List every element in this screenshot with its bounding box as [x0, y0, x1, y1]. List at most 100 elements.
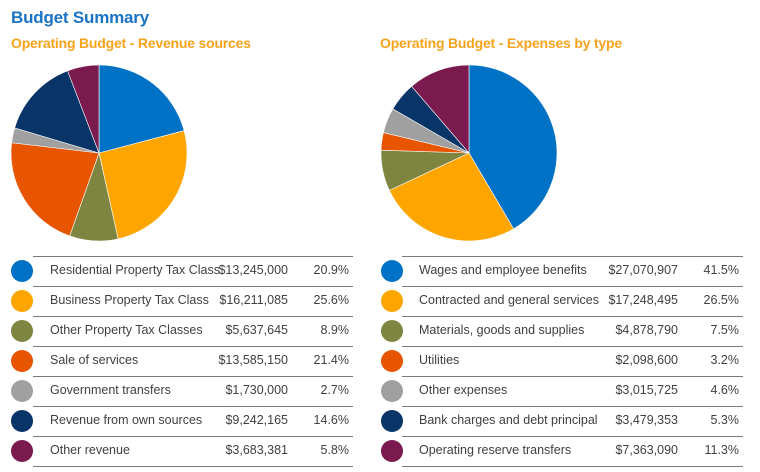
revenue-pie-chart	[10, 64, 188, 242]
revenue-legend-table: Residential Property Tax Class $13,245,00…	[0, 256, 353, 467]
legend-swatch-icon	[381, 350, 403, 372]
row-divider	[402, 376, 743, 377]
legend-swatch-icon	[381, 260, 403, 282]
legend-label: Other Property Tax Classes	[50, 323, 203, 337]
expenses-legend-row: Bank charges and debt principal $3,479,35…	[370, 406, 743, 436]
legend-percent: 4.6%	[710, 383, 740, 397]
row-divider	[402, 286, 743, 287]
legend-percent: 2.7%	[320, 383, 350, 397]
revenue-legend-row: Revenue from own sources $9,242,165 14.6%	[0, 406, 353, 436]
revenue-slice-2	[98, 130, 188, 240]
expenses-legend-row: Utilities $2,098,600 3.2%	[370, 346, 743, 376]
expenses-legend-row: Wages and employee benefits $27,070,907 41…	[370, 256, 743, 286]
row-divider	[33, 436, 353, 437]
revenue-legend-row: Residential Property Tax Class $13,245,00…	[0, 256, 353, 286]
row-divider	[402, 256, 743, 257]
row-divider	[402, 346, 743, 347]
revenue-slice-6	[14, 70, 100, 154]
legend-amount: $3,015,725	[615, 383, 678, 397]
legend-swatch-icon	[11, 290, 33, 312]
legend-label: Operating reserve transfers	[419, 443, 572, 457]
legend-percent: 41.5%	[703, 263, 739, 277]
legend-label: Government transfers	[50, 383, 171, 397]
expenses-pie-chart	[380, 64, 558, 242]
expenses-legend-row: Operating reserve transfers $7,363,090 11.…	[370, 436, 743, 467]
revenue-legend-row: Other Property Tax Classes $5,637,645 8.9%	[0, 316, 353, 346]
legend-label: Materials, goods and supplies	[419, 323, 585, 337]
expenses-legend-row: Other expenses $3,015,725 4.6%	[370, 376, 743, 406]
legend-label: Business Property Tax Class	[50, 293, 209, 307]
legend-amount: $13,585,150	[218, 353, 288, 367]
legend-swatch-icon	[11, 380, 33, 402]
legend-swatch-icon	[11, 320, 33, 342]
legend-amount: $13,245,000	[218, 263, 288, 277]
expenses-legend-row: Contracted and general services $17,248,4…	[370, 286, 743, 316]
legend-percent: 21.4%	[313, 353, 349, 367]
revenue-legend-row: Business Property Tax Class $16,211,085 25…	[0, 286, 353, 316]
legend-swatch-icon	[11, 440, 33, 462]
legend-percent: 11.3%	[704, 443, 739, 457]
legend-percent: 5.3%	[710, 413, 740, 427]
legend-amount: $2,098,600	[615, 353, 678, 367]
legend-swatch-icon	[381, 380, 403, 402]
legend-label: Revenue from own sources	[50, 413, 203, 427]
expenses-slice-1	[468, 64, 558, 230]
legend-amount: $3,479,353	[615, 413, 678, 427]
legend-percent: 8.9%	[320, 323, 350, 337]
legend-percent: 7.5%	[710, 323, 740, 337]
legend-label: Residential Property Tax Class	[50, 263, 220, 277]
legend-label: Utilities	[419, 353, 460, 367]
legend-swatch-icon	[11, 350, 33, 372]
legend-swatch-icon	[381, 290, 403, 312]
legend-amount: $17,248,495	[608, 293, 678, 307]
row-divider	[402, 466, 743, 467]
expenses-legend-table: Wages and employee benefits $27,070,907 41…	[370, 256, 743, 467]
row-divider	[33, 376, 353, 377]
revenue-legend-row: Government transfers $1,730,000 2.7%	[0, 376, 353, 406]
row-divider	[402, 406, 743, 407]
row-divider	[33, 406, 353, 407]
row-divider	[33, 346, 353, 347]
legend-amount: $9,242,165	[225, 413, 288, 427]
legend-swatch-icon	[381, 440, 403, 462]
legend-swatch-icon	[11, 260, 33, 282]
legend-percent: 14.6%	[313, 413, 349, 427]
legend-swatch-icon	[11, 410, 33, 432]
row-divider	[33, 466, 353, 467]
expenses-legend-row: Materials, goods and supplies $4,878,790 7…	[370, 316, 743, 346]
revenue-slice-1	[98, 64, 185, 154]
legend-percent: 20.9%	[313, 263, 349, 277]
legend-label: Bank charges and debt principal	[419, 413, 598, 427]
legend-amount: $1,730,000	[225, 383, 288, 397]
row-divider	[402, 316, 743, 317]
legend-amount: $16,211,085	[219, 293, 288, 307]
legend-label: Wages and employee benefits	[419, 263, 587, 277]
legend-percent: 26.5%	[703, 293, 739, 307]
legend-label: Other revenue	[50, 443, 130, 457]
legend-amount: $7,363,090	[615, 443, 678, 457]
legend-percent: 3.2%	[710, 353, 740, 367]
legend-percent: 25.6%	[313, 293, 349, 307]
legend-swatch-icon	[381, 320, 403, 342]
revenue-legend-row: Other revenue $3,683,381 5.8%	[0, 436, 353, 467]
legend-amount: $4,878,790	[615, 323, 678, 337]
expenses-slice-2	[388, 152, 514, 242]
row-divider	[402, 436, 743, 437]
expenses-chart-title: Operating Budget - Expenses by type	[380, 35, 622, 51]
expenses-slice-7	[411, 64, 470, 154]
legend-label: Sale of services	[50, 353, 139, 367]
revenue-slice-7	[67, 64, 100, 154]
page-title: Budget Summary	[11, 8, 149, 27]
revenue-chart-title: Operating Budget - Revenue sources	[11, 35, 251, 51]
legend-swatch-icon	[381, 410, 403, 432]
legend-label: Contracted and general services	[419, 293, 599, 307]
legend-amount: $5,637,645	[225, 323, 288, 337]
row-divider	[33, 316, 353, 317]
legend-amount: $27,070,907	[608, 263, 678, 277]
row-divider	[33, 256, 353, 257]
revenue-slice-4	[10, 142, 100, 237]
legend-amount: $3,683,381	[225, 443, 288, 457]
legend-label: Other expenses	[419, 383, 508, 397]
row-divider	[33, 286, 353, 287]
revenue-legend-row: Sale of services $13,585,150 21.4%	[0, 346, 353, 376]
